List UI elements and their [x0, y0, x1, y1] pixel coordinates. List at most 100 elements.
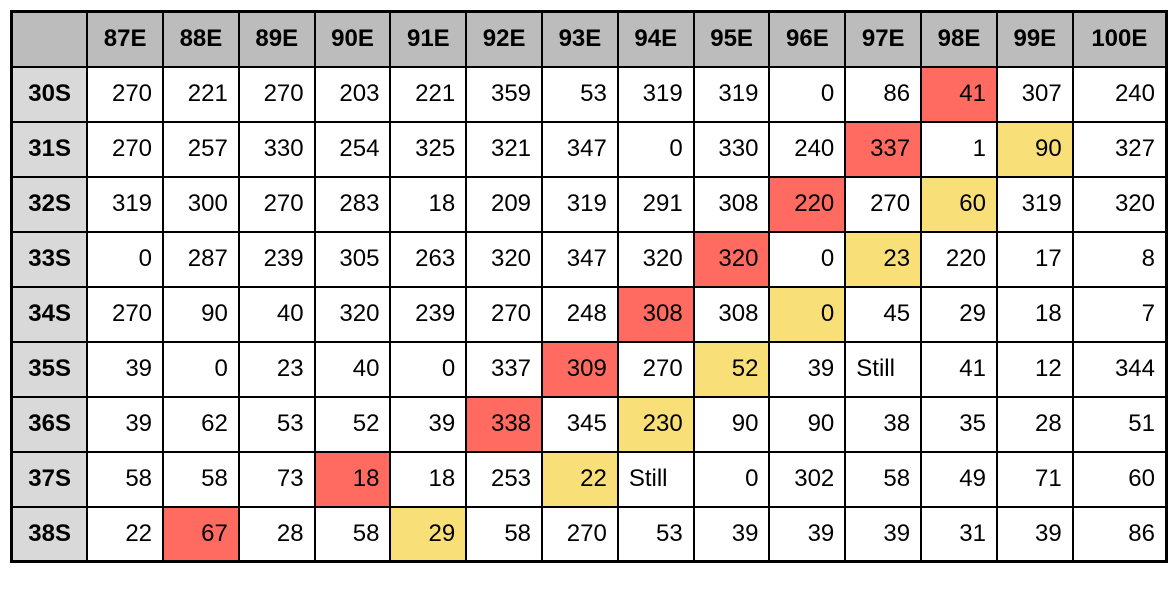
table-cell: 40	[313, 340, 392, 398]
row-header: 37S	[10, 450, 89, 508]
table-cell: 38	[844, 395, 923, 453]
table-cell: 263	[389, 230, 468, 288]
column-header-89e: 89E	[237, 10, 316, 68]
column-header-92e: 92E	[465, 10, 544, 68]
table-cell: 29	[920, 285, 998, 343]
table-cell: 31	[920, 505, 998, 563]
table-cell: 58	[162, 450, 240, 508]
column-header-97e: 97E	[844, 10, 923, 68]
row-header: 32S	[10, 175, 89, 233]
row-header: 30S	[10, 65, 89, 123]
table-row: 36S 39 62 53 52 39 338 345 230 90 90 38 35 28 51	[10, 395, 1168, 453]
table-cell: 283	[313, 175, 392, 233]
table-cell: 270	[86, 285, 165, 343]
table-cell: 309	[541, 340, 619, 398]
table-cell: 319	[616, 65, 695, 123]
table-cell: 203	[313, 65, 392, 123]
table-cell: 53	[616, 505, 695, 563]
table-cell: 17	[995, 230, 1074, 288]
table-cell: 239	[389, 285, 468, 343]
table-cell: 319	[995, 175, 1074, 233]
table-cell: 345	[541, 395, 619, 453]
table-cell: 60	[920, 175, 998, 233]
column-header-100e: 100E	[1071, 10, 1168, 68]
header-row: 87E 88E 89E 90E 91E 92E 93E 94E 95E 96E …	[10, 10, 1168, 68]
corner-cell	[10, 10, 89, 68]
table-cell: 86	[1071, 505, 1168, 563]
column-header-99e: 99E	[995, 10, 1074, 68]
table-cell: 0	[389, 340, 468, 398]
table-cell: 22	[86, 505, 165, 563]
table-cell: 305	[313, 230, 392, 288]
row-header: 34S	[10, 285, 89, 343]
table-cell: 73	[237, 450, 316, 508]
table-cell: 220	[768, 175, 847, 233]
table-cell: 23	[844, 230, 923, 288]
table-cell: 347	[541, 120, 619, 178]
row-header: 35S	[10, 340, 89, 398]
table-cell: 359	[465, 65, 544, 123]
table-cell: 7	[1071, 285, 1168, 343]
table-cell: 18	[389, 450, 468, 508]
table-cell: 0	[768, 230, 847, 288]
table-cell: 0	[86, 230, 165, 288]
table-cell: Still	[616, 450, 695, 508]
table-cell: 22	[541, 450, 619, 508]
table-cell: 39	[768, 340, 847, 398]
table-cell: 300	[162, 175, 240, 233]
table-cell: 1	[920, 120, 998, 178]
table-row: 30S 270 221 270 203 221 359 53 319 319 0 86 41 307 240	[10, 65, 1168, 123]
table-cell: 18	[389, 175, 468, 233]
table-cell: 270	[237, 65, 316, 123]
table-row: 34S 270 90 40 320 239 270 248 308 308 0 45 29 18 7	[10, 285, 1168, 343]
table-cell: 0	[692, 450, 771, 508]
table-cell: 86	[844, 65, 923, 123]
table-cell: 240	[1071, 65, 1168, 123]
table-cell: 240	[768, 120, 847, 178]
table-cell: 58	[465, 505, 544, 563]
table-cell: 270	[86, 120, 165, 178]
table-cell: 40	[237, 285, 316, 343]
table-cell: 53	[541, 65, 619, 123]
table-cell: 39	[86, 395, 165, 453]
table-cell: 338	[465, 395, 544, 453]
table-cell: 308	[616, 285, 695, 343]
table-cell: 90	[162, 285, 240, 343]
table-cell: 320	[465, 230, 544, 288]
table-cell: 0	[162, 340, 240, 398]
table-cell: 320	[692, 230, 771, 288]
table-cell: 58	[844, 450, 923, 508]
table-cell: 39	[86, 340, 165, 398]
table-cell: 325	[389, 120, 468, 178]
table-cell: 330	[692, 120, 771, 178]
column-header-93e: 93E	[541, 10, 619, 68]
table-cell: 239	[237, 230, 316, 288]
table-body: 30S 270 221 270 203 221 359 53 319 319 0 86 41 307 240…	[10, 65, 1168, 563]
table-cell: 330	[237, 120, 316, 178]
table-cell: 254	[313, 120, 392, 178]
table-cell: 344	[1071, 340, 1168, 398]
table-cell: 257	[162, 120, 240, 178]
table-cell: 321	[465, 120, 544, 178]
table-cell: 337	[465, 340, 544, 398]
table-cell: 71	[995, 450, 1074, 508]
data-table: 87E 88E 89E 90E 91E 92E 93E 94E 95E 96E …	[10, 10, 1168, 563]
table-cell: 58	[86, 450, 165, 508]
row-header: 36S	[10, 395, 89, 453]
table-cell: 270	[616, 340, 695, 398]
table-cell: 8	[1071, 230, 1168, 288]
table-cell: 39	[844, 505, 923, 563]
table-cell: 308	[692, 285, 771, 343]
table-row: 35S 39 0 23 40 0 337 309 270 52 39 Still 41 12 344	[10, 340, 1168, 398]
table-cell: 58	[313, 505, 392, 563]
table-row: 31S 270 257 330 254 325 321 347 0 330 240 337 1 90 327	[10, 120, 1168, 178]
table-cell: 39	[692, 505, 771, 563]
column-header-94e: 94E	[616, 10, 695, 68]
column-header-95e: 95E	[692, 10, 771, 68]
table-cell: 51	[1071, 395, 1168, 453]
table-cell: 39	[768, 505, 847, 563]
table-cell: 337	[844, 120, 923, 178]
column-header-96e: 96E	[768, 10, 847, 68]
table-cell: 0	[768, 65, 847, 123]
table-cell: 39	[995, 505, 1074, 563]
